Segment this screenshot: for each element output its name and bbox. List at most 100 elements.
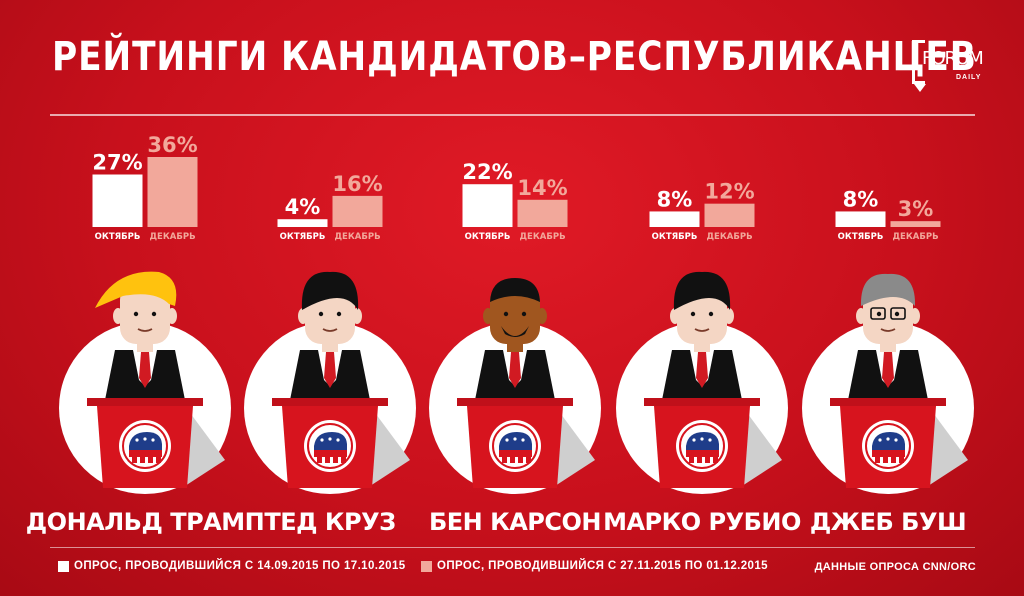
forum-daily-logo: FORUM DAILY (912, 40, 984, 100)
elephant-leg-icon (883, 457, 888, 463)
elephant-leg-icon (132, 457, 137, 463)
podium-top (457, 398, 573, 406)
glasses-right (890, 307, 906, 320)
elephant-stripe-icon (314, 450, 347, 457)
bar-value-october: 27% (92, 151, 142, 175)
legend-label-december: ОПРОС, ПРОВОДИВШИЙСЯ С 27.11.2015 ПО 01.… (437, 560, 768, 572)
logo-bracket (912, 40, 925, 84)
elephant-star-icon (692, 438, 696, 442)
elephant-star-icon (505, 438, 509, 442)
logo-speech-tail (914, 84, 926, 92)
tie (324, 352, 336, 388)
podium-shadow (370, 406, 410, 486)
head (120, 284, 170, 344)
elephant-leg-icon (317, 457, 322, 463)
elephant-leg-icon (899, 457, 904, 463)
elephant-leg-icon (333, 457, 338, 463)
bar-month-label-december: ДЕКАБРЬ (334, 232, 380, 242)
podium-top (272, 398, 388, 406)
elephant-leg-icon (875, 457, 880, 463)
bar-october (92, 174, 143, 227)
elephant-back-icon (872, 432, 905, 450)
eye-left (876, 311, 882, 317)
elephant-star-icon (320, 438, 324, 442)
elephant-star-icon (878, 438, 882, 442)
elephant-back-icon (499, 432, 532, 450)
bar-december (147, 157, 198, 227)
bar-value-october: 4% (285, 195, 321, 219)
bar-december (890, 221, 941, 227)
elephant-star-icon (700, 437, 704, 441)
legend-item-october: ОПРОС, ПРОВОДИВШИЙСЯ С 14.09.2015 ПО 17.… (58, 560, 406, 572)
tie (139, 352, 151, 388)
legend-item-december: ОПРОС, ПРОВОДИВШИЙСЯ С 27.11.2015 ПО 01.… (421, 560, 768, 572)
bar-month-label-december: ДЕКАБРЬ (149, 232, 195, 242)
candidate-group: 4% ОКТЯБРЬ 16% ДЕКАБРЬ ТЕД КРУЗ (244, 172, 416, 536)
elephant-star-icon (328, 437, 332, 441)
candidate-name: БЕН КАРСОН (429, 508, 601, 536)
bar-value-december: 12% (704, 180, 754, 204)
gop-emblem-ring (307, 423, 353, 469)
hair (860, 273, 916, 306)
eye-right (336, 311, 342, 317)
hair (673, 271, 731, 310)
logo-text: FORUM (922, 48, 984, 69)
elephant-star-icon (708, 438, 712, 442)
elephant-leg-icon (156, 457, 161, 463)
candidate-group: 8% ОКТЯБРЬ 12% ДЕКАБРЬ МАРКО РУБИО (603, 180, 801, 536)
footer-divider (50, 547, 975, 548)
elephant-leg-icon (502, 457, 507, 463)
bar-value-december: 36% (147, 133, 197, 157)
bar-month-label-october: ОКТЯБРЬ (652, 232, 698, 242)
bar-month-label-december: ДЕКАБРЬ (706, 232, 752, 242)
bar-value-october: 22% (462, 160, 512, 184)
candidate-name: МАРКО РУБИО (603, 508, 801, 536)
gop-emblem-ring (492, 423, 538, 469)
bar-value-december: 14% (517, 176, 567, 200)
logo-subtext: DAILY (956, 74, 982, 81)
podium-shadow (928, 406, 968, 486)
eye-left (503, 311, 509, 317)
tie (882, 352, 894, 388)
bar-value-october: 8% (843, 187, 879, 211)
elephant-star-icon (886, 437, 890, 441)
elephant-leg-icon (526, 457, 531, 463)
bar-october (835, 211, 886, 227)
mouth (694, 328, 710, 332)
elephant-star-icon (521, 438, 525, 442)
bar-month-label-december: ДЕКАБРЬ (519, 232, 565, 242)
bar-december (332, 195, 383, 227)
hair (490, 278, 540, 302)
elephant-back-icon (686, 432, 719, 450)
candidate-name: ТЕД КРУЗ (264, 508, 395, 536)
eye-left (690, 311, 696, 317)
legend-swatch-october (58, 560, 69, 572)
elephant-leg-icon (518, 457, 523, 463)
podium-shadow (185, 406, 225, 486)
bar-october (649, 211, 700, 227)
elephant-back-icon (314, 432, 347, 450)
bar-october (277, 219, 328, 227)
elephant-leg-icon (697, 457, 702, 463)
bar-month-label-october: ОКТЯБРЬ (465, 232, 511, 242)
elephant-star-icon (135, 438, 139, 442)
candidate-name: ДЖЕБ БУШ (810, 508, 966, 536)
hair (301, 271, 359, 310)
elephant-leg-icon (325, 457, 330, 463)
elephant-stripe-icon (499, 450, 532, 457)
beard (501, 326, 529, 337)
elephant-leg-icon (510, 457, 515, 463)
elephant-leg-icon (705, 457, 710, 463)
eye-left (318, 311, 324, 317)
podium-top (87, 398, 203, 406)
bar-month-label-october: ОКТЯБРЬ (838, 232, 884, 242)
bar-month-label-december: ДЕКАБРЬ (892, 232, 938, 242)
elephant-stripe-icon (872, 450, 905, 457)
mouth (137, 328, 153, 332)
elephant-back-icon (129, 432, 162, 450)
glasses-left (870, 307, 886, 320)
bar-month-label-october: ОКТЯБРЬ (280, 232, 326, 242)
gop-emblem-ring (865, 423, 911, 469)
elephant-star-icon (513, 437, 517, 441)
